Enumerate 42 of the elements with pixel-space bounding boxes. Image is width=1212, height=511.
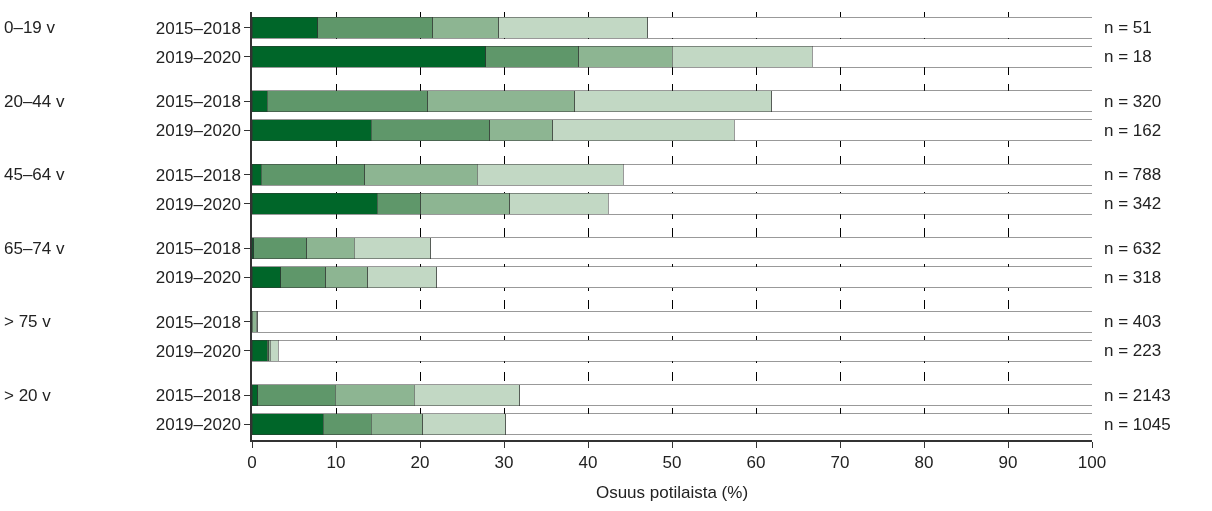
y-tick-label: 2019–2020 (155, 268, 241, 288)
y-tick-label: 2015–2018 (155, 312, 241, 332)
x-tick-label: 60 (746, 453, 766, 473)
x-tick-label: 90 (998, 453, 1018, 473)
y-tick-label: 2015–2018 (155, 18, 241, 38)
y-tick-label: 2019–2020 (155, 415, 241, 435)
x-tick-label: 80 (914, 453, 934, 473)
y-tick-label: 2015–2018 (155, 92, 241, 112)
x-tick-label: 40 (578, 453, 598, 473)
x-tick-label: 30 (494, 453, 514, 473)
y2-tick-label: n = 1045 (1104, 415, 1171, 434)
y2-tick-label: n = 788 (1104, 165, 1162, 184)
text: 0–19 v (4, 18, 56, 37)
y2-tick-label: n = 320 (1104, 92, 1162, 111)
x-tick-label: 100 (1077, 453, 1107, 473)
x-tick-label: 10 (326, 453, 346, 473)
y2-tick-label: n = 2143 (1104, 386, 1171, 405)
x-tick-label: 20 (410, 453, 430, 473)
y-tick-label: 2015–2018 (155, 165, 241, 185)
x-axis-title: Osuus potilaista (%) (595, 483, 749, 503)
text: > 20 v (4, 386, 52, 405)
text: > 75 v (4, 312, 52, 331)
y2-tick-label: n = 318 (1104, 268, 1162, 287)
x-tick-label: 50 (662, 453, 682, 473)
y2-tick-label: n = 162 (1104, 121, 1162, 140)
x-tick-label: 0 (247, 453, 257, 473)
text: 65–74 v (4, 239, 65, 258)
y-tick-label: 2019–2020 (155, 194, 241, 214)
text: 20–44 v (4, 92, 65, 111)
y2-tick-label: n = 403 (1104, 312, 1162, 331)
y2-tick-label: n = 51 (1104, 18, 1152, 37)
y2-tick-label: n = 632 (1104, 239, 1162, 258)
y-tick-label: 2019–2020 (155, 341, 241, 361)
y2-tick-label: n = 223 (1104, 341, 1162, 360)
y2-tick-label: n = 18 (1104, 47, 1152, 66)
y-tick-label: 2015–2018 (155, 239, 241, 259)
y-tick-label: 2015–2018 (155, 386, 241, 406)
y2-tick-label: n = 342 (1104, 194, 1162, 213)
y-tick-label: 2019–2020 (155, 47, 241, 67)
text: 45–64 v (4, 165, 65, 184)
y-tick-label: 2019–2020 (155, 121, 241, 141)
x-tick-label: 70 (830, 453, 850, 473)
